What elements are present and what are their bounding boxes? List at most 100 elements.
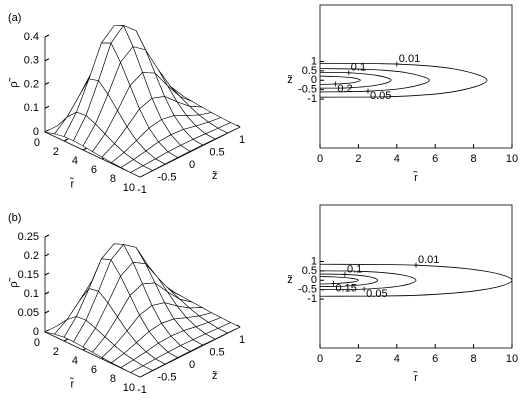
z-tick	[44, 272, 50, 276]
contour-label-marker	[342, 271, 348, 277]
z-tick-label: 0.3	[24, 55, 39, 67]
contour-label: 0.01	[399, 53, 420, 65]
x-tick-label: 2	[355, 353, 361, 365]
x-tick-label: 0	[34, 137, 40, 149]
x-tick-label: 10	[506, 153, 518, 165]
surface-cell	[129, 165, 154, 178]
z-tick-label: 0.2	[24, 250, 39, 262]
contour-label: 0.05	[366, 288, 387, 300]
z-tick	[44, 253, 50, 257]
z-tick	[44, 105, 50, 109]
panel: (b) 0 0.05 0.1 0.15 0.2 0.25 0 2 4 6 8 10 -1 -0.5 0 0.5 1…	[8, 212, 245, 396]
contour-label-marker	[330, 281, 336, 287]
z-tick	[44, 234, 50, 238]
x-tick-label: 4	[72, 355, 78, 367]
contour-label-marker	[346, 70, 352, 76]
y-tick-label: -0.5	[298, 284, 317, 296]
z-tick	[44, 34, 50, 38]
y-tick-label: 1	[311, 55, 317, 67]
panel: 0 2 4 6 8 10-1-0.500.51r̃z̃0.010.050.10.2	[287, 4, 518, 184]
x-tick-label: 6	[432, 353, 438, 365]
x-tick-label: 6	[432, 153, 438, 165]
panel-label: (b)	[8, 212, 21, 224]
y-tick-label: -0.5	[158, 371, 177, 383]
x-axis-label: r̃	[413, 171, 418, 184]
y-tick-label: -0.5	[158, 171, 177, 183]
z-tick	[44, 82, 50, 85]
x-tick-label: 4	[394, 153, 400, 165]
z-tick	[44, 58, 50, 62]
contour-label: 0.01	[418, 254, 439, 266]
x-tick	[63, 138, 69, 142]
contour-label-marker	[413, 262, 419, 268]
y-axis-label: z̃	[287, 274, 293, 286]
x-tick-label: 2	[53, 146, 59, 158]
y-tick-label: 1	[239, 134, 245, 146]
y-tick-label: 0.5	[302, 65, 317, 77]
z-tick-label: 0.15	[18, 269, 39, 281]
x-tick-label: 4	[72, 155, 78, 167]
x-tick-label: 0	[34, 337, 40, 349]
y-tick-label: 0.5	[302, 265, 317, 277]
z-tick-label: 0.1	[24, 102, 39, 114]
x-axis-label: r̃	[69, 177, 74, 190]
y-tick-label: 0	[189, 359, 195, 371]
z-axis-label: ρ̃	[8, 277, 20, 287]
x-tick-label: 8	[471, 353, 477, 365]
z-tick-label: 0.1	[24, 288, 39, 300]
y-tick-label: -1	[307, 293, 317, 305]
x-tick-label: 10	[123, 182, 135, 194]
x-tick-label: 10	[123, 382, 135, 394]
z-tick-label: 0.2	[24, 78, 39, 90]
y-tick-label: -1	[307, 93, 317, 105]
plot-box	[319, 204, 513, 349]
panel: (a) 0 0.1 0.2 0.3 0.4 0 2 4 6 8 10 -1 -0.5 0 0.5 1 r̃ z̃ ρ̃	[8, 12, 245, 196]
z-tick-label: 0.05	[18, 307, 39, 319]
x-tick-label: 6	[91, 364, 97, 376]
contour-label: 0.15	[335, 283, 356, 295]
x-axis-label: r̃	[413, 371, 418, 384]
z-tick-label: 0.25	[18, 231, 39, 243]
y-tick-label: 1	[311, 255, 317, 267]
x-tick-label: 0	[317, 353, 323, 365]
x-tick-label: 10	[506, 353, 518, 365]
y-tick-label: 0.5	[209, 146, 224, 158]
contour-label: 0.2	[337, 83, 352, 95]
z-tick-label: 0	[33, 326, 39, 338]
contour-label-marker	[332, 81, 338, 87]
x-tick-label: 4	[394, 353, 400, 365]
y-tick-label: 0	[311, 74, 317, 86]
y-axis-label: z̃	[287, 74, 293, 86]
y-tick-label: -1	[137, 184, 147, 196]
y-tick-label: -0.5	[298, 84, 317, 96]
contour-line	[319, 71, 392, 89]
y-tick-label: 0	[311, 274, 317, 286]
contour-line	[319, 270, 417, 291]
x-tick	[63, 338, 69, 342]
y-axis-label: z̃	[212, 370, 218, 382]
contour-label: 0.1	[347, 263, 362, 275]
y-tick-label: 1	[239, 334, 245, 346]
x-tick	[82, 147, 88, 151]
contour-label-marker	[394, 61, 400, 67]
y-tick-label: 0	[189, 159, 195, 171]
z-tick-label: 0.4	[24, 31, 39, 43]
y-tick-label: -1	[137, 384, 147, 396]
x-axis-label: r̃	[69, 377, 74, 390]
contour-label-marker	[361, 286, 367, 292]
y-axis-label: z̃	[212, 170, 218, 182]
x-tick-label: 2	[355, 153, 361, 165]
z-tick	[44, 310, 50, 314]
x-tick-label: 8	[471, 153, 477, 165]
x-tick-label: 2	[53, 346, 59, 358]
contour-label-marker	[365, 88, 371, 94]
contour-label: 0.1	[351, 62, 366, 74]
x-tick-label: 8	[110, 173, 116, 185]
y-tick-label: 0.5	[209, 346, 224, 358]
surface-cell	[129, 365, 154, 378]
z-axis-label: ρ̃	[8, 77, 20, 87]
z-tick-label: 0	[33, 126, 39, 138]
panel: 0 2 4 6 8 10-1-0.500.51r̃z̃0.010.050.10.15	[287, 204, 518, 384]
z-tick	[44, 291, 50, 295]
